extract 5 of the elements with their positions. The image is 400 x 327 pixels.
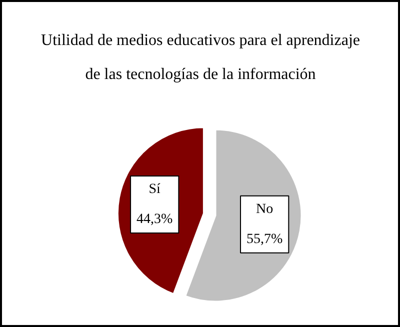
data-label: 55,7% bbox=[246, 232, 283, 247]
slice-label: No bbox=[256, 202, 274, 217]
slice-label: Sí bbox=[148, 182, 161, 197]
chart-title: Utilidad de medios educativos para el aprendizaje de las tecnologías de la información bbox=[41, 32, 360, 83]
data-label: 44,3% bbox=[136, 212, 174, 227]
